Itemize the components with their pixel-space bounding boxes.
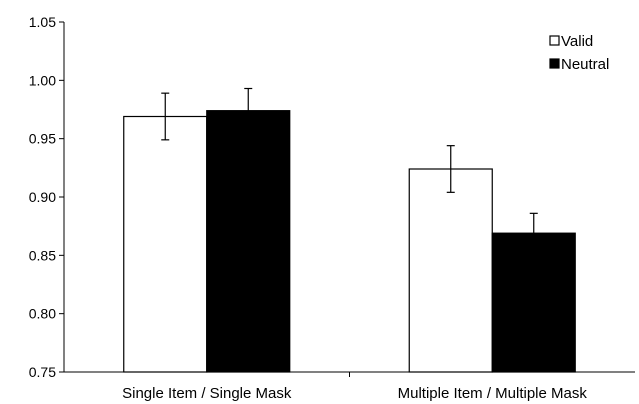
y-tick-label: 0.80	[29, 306, 56, 322]
legend-swatch-neutral	[549, 58, 560, 69]
y-tick-label: 0.85	[29, 247, 56, 263]
x-axis-ticks: Single Item / Single Mask Multiple Item /…	[122, 372, 587, 402]
x-tick-label: Single Item / Single Mask	[122, 385, 292, 402]
bar-valid	[123, 115, 208, 373]
y-tick-label: 1.00	[29, 72, 56, 88]
legend-label: Neutral	[561, 56, 609, 73]
bar-neutral	[491, 232, 576, 373]
y-axis-ticks: 0.75 0.80 0.85 0.90 0.95 1.00 1.05	[29, 14, 64, 380]
x-tick-label: Multiple Item / Multiple Mask	[398, 385, 588, 402]
y-tick-label: 0.95	[29, 131, 56, 147]
bar-valid	[408, 168, 493, 373]
bars	[123, 110, 576, 373]
error-bars	[161, 87, 538, 254]
y-tick-label: 0.75	[29, 364, 56, 380]
bar-neutral	[206, 110, 291, 373]
legend: Valid Neutral	[549, 33, 609, 73]
legend-swatch-valid	[549, 35, 560, 46]
y-tick-label: 0.90	[29, 189, 56, 205]
legend-label: Valid	[561, 33, 593, 50]
y-tick-label: 1.05	[29, 14, 56, 30]
